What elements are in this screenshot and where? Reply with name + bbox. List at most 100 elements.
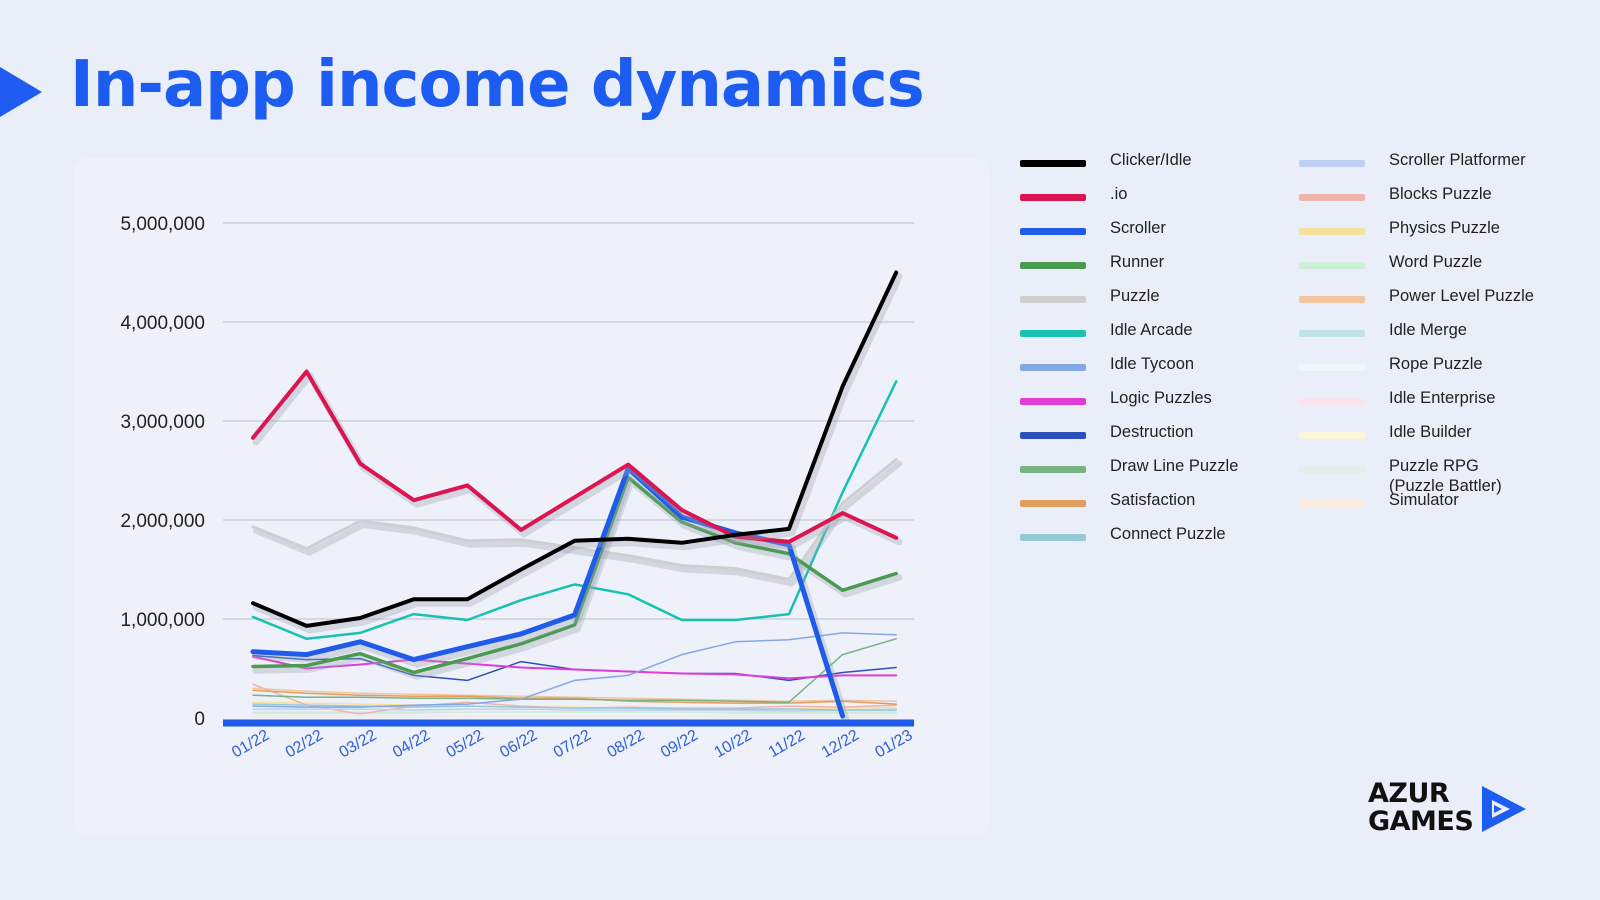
legend-swatch xyxy=(1299,160,1365,167)
series-line xyxy=(252,632,897,708)
x-tick-label: 01/22 xyxy=(229,727,272,762)
legend-label: Scroller xyxy=(1110,219,1166,237)
legend-item: Satisfaction xyxy=(1020,490,1195,522)
legend-item: Destruction xyxy=(1020,422,1193,454)
legend-label: Destruction xyxy=(1110,423,1194,441)
legend-item: Runner xyxy=(1020,252,1164,284)
legend-item: .io xyxy=(1020,184,1127,216)
legend-item: Idle Tycoon xyxy=(1020,354,1194,386)
x-tick-label: 04/22 xyxy=(390,727,433,762)
series-line xyxy=(252,703,897,711)
legend-label: Connect Puzzle xyxy=(1110,525,1226,543)
legend-swatch xyxy=(1020,228,1086,235)
x-tick-label: 11/22 xyxy=(766,727,808,761)
legend-swatch xyxy=(1020,296,1086,303)
legend-swatch xyxy=(1299,398,1365,405)
x-tick-label: 05/22 xyxy=(444,727,487,762)
legend-item: Logic Puzzles xyxy=(1020,388,1212,420)
legend-label: Satisfaction xyxy=(1110,491,1196,509)
series-line xyxy=(251,380,898,641)
legend-item: Rope Puzzle xyxy=(1299,354,1483,386)
legend-swatch xyxy=(1020,432,1086,439)
page-title: In-app income dynamics xyxy=(70,48,925,122)
legend-swatch xyxy=(1020,262,1086,269)
legend-item: Idle Enterprise xyxy=(1299,388,1495,420)
chart-legend: Clicker/Idle .io Scroller Runner Puzzle Idle … xyxy=(1020,150,1580,560)
x-tick-label: 07/22 xyxy=(551,727,594,762)
legend-label: .io xyxy=(1110,185,1128,203)
legend-swatch xyxy=(1299,228,1365,235)
legend-swatch xyxy=(1020,194,1086,201)
legend-swatch xyxy=(1299,432,1365,439)
legend-swatch xyxy=(1299,364,1365,371)
legend-label: Idle Builder xyxy=(1389,423,1472,441)
legend-item: Blocks Puzzle xyxy=(1299,184,1492,216)
series-line xyxy=(252,655,898,680)
legend-item: Idle Builder xyxy=(1299,422,1472,454)
series-line xyxy=(251,270,899,628)
legend-label: Power Level Puzzle xyxy=(1389,287,1534,305)
logo-text: AZUR GAMES xyxy=(1368,778,1474,837)
title-arrow-icon xyxy=(0,67,42,117)
legend-label: Clicker/Idle xyxy=(1110,151,1192,169)
legend-label: Blocks Puzzle xyxy=(1389,185,1492,203)
series-line xyxy=(252,689,897,705)
legend-label: Scroller Platformer xyxy=(1389,151,1526,169)
y-tick-label: 4,000,000 xyxy=(120,313,205,334)
legend-swatch xyxy=(1299,262,1365,269)
legend-label: Puzzle RPG (Puzzle Battler) xyxy=(1389,457,1502,495)
x-tick-label: 02/22 xyxy=(283,727,326,762)
series-line xyxy=(251,369,899,544)
y-tick-label: 3,000,000 xyxy=(120,412,205,433)
legend-swatch xyxy=(1020,364,1086,371)
azur-play-icon xyxy=(1482,786,1526,832)
legend-item: Idle Arcade xyxy=(1020,320,1193,352)
y-tick-label: 1,000,000 xyxy=(120,610,205,631)
legend-item: Word Puzzle xyxy=(1299,252,1482,284)
legend-item: Puzzle RPG (Puzzle Battler) xyxy=(1299,456,1502,495)
legend-item: Connect Puzzle xyxy=(1020,524,1226,556)
legend-label: Logic Puzzles xyxy=(1110,389,1212,407)
legend-swatch xyxy=(1299,500,1365,507)
x-tick-label: 06/22 xyxy=(497,727,540,762)
legend-swatch xyxy=(1020,534,1086,541)
x-tick-label: 09/22 xyxy=(658,727,701,762)
line-chart: 0 1,000,000 2,000,000 3,000,000 4,000,000 5,0… xyxy=(120,214,915,762)
legend-swatch xyxy=(1020,398,1086,405)
legend-swatch xyxy=(1299,466,1365,473)
series-shadow xyxy=(253,460,903,587)
legend-label: Idle Tycoon xyxy=(1110,355,1195,373)
x-tick-label: 10/22 xyxy=(712,727,755,762)
azur-games-logo: AZUR GAMES xyxy=(1368,780,1538,840)
legend-item: Scroller Platformer xyxy=(1299,150,1526,182)
legend-swatch xyxy=(1020,466,1086,473)
legend-label: Simulator xyxy=(1389,491,1459,509)
legend-item: Simulator xyxy=(1299,490,1459,522)
series-line xyxy=(252,708,897,712)
legend-label: Idle Arcade xyxy=(1110,321,1193,339)
y-tick-label: 5,000,000 xyxy=(120,214,205,235)
legend-item: Draw Line Puzzle xyxy=(1020,456,1238,488)
legend-item: Clicker/Idle xyxy=(1020,150,1192,182)
legend-item: Puzzle xyxy=(1020,286,1160,318)
legend-swatch xyxy=(1020,330,1086,337)
x-tick-label: 12/22 xyxy=(819,727,862,762)
legend-swatch xyxy=(1020,500,1086,507)
legend-swatch xyxy=(1299,330,1365,337)
legend-label: Physics Puzzle xyxy=(1389,219,1500,237)
series-line xyxy=(251,458,898,581)
series-line xyxy=(251,475,898,675)
legend-label: Idle Merge xyxy=(1389,321,1467,339)
legend-label: Idle Enterprise xyxy=(1389,389,1496,407)
legend-label: Runner xyxy=(1110,253,1165,271)
legend-item: Scroller xyxy=(1020,218,1166,250)
legend-item: Physics Puzzle xyxy=(1299,218,1500,250)
x-tick-label: 01/23 xyxy=(872,727,915,762)
series-line xyxy=(252,638,897,703)
legend-swatch xyxy=(1299,296,1365,303)
y-tick-label: 2,000,000 xyxy=(120,511,205,532)
legend-label: Rope Puzzle xyxy=(1389,355,1483,373)
x-tick-label: 03/22 xyxy=(336,727,379,762)
legend-swatch xyxy=(1299,194,1365,201)
y-tick-label: 0 xyxy=(194,709,205,730)
